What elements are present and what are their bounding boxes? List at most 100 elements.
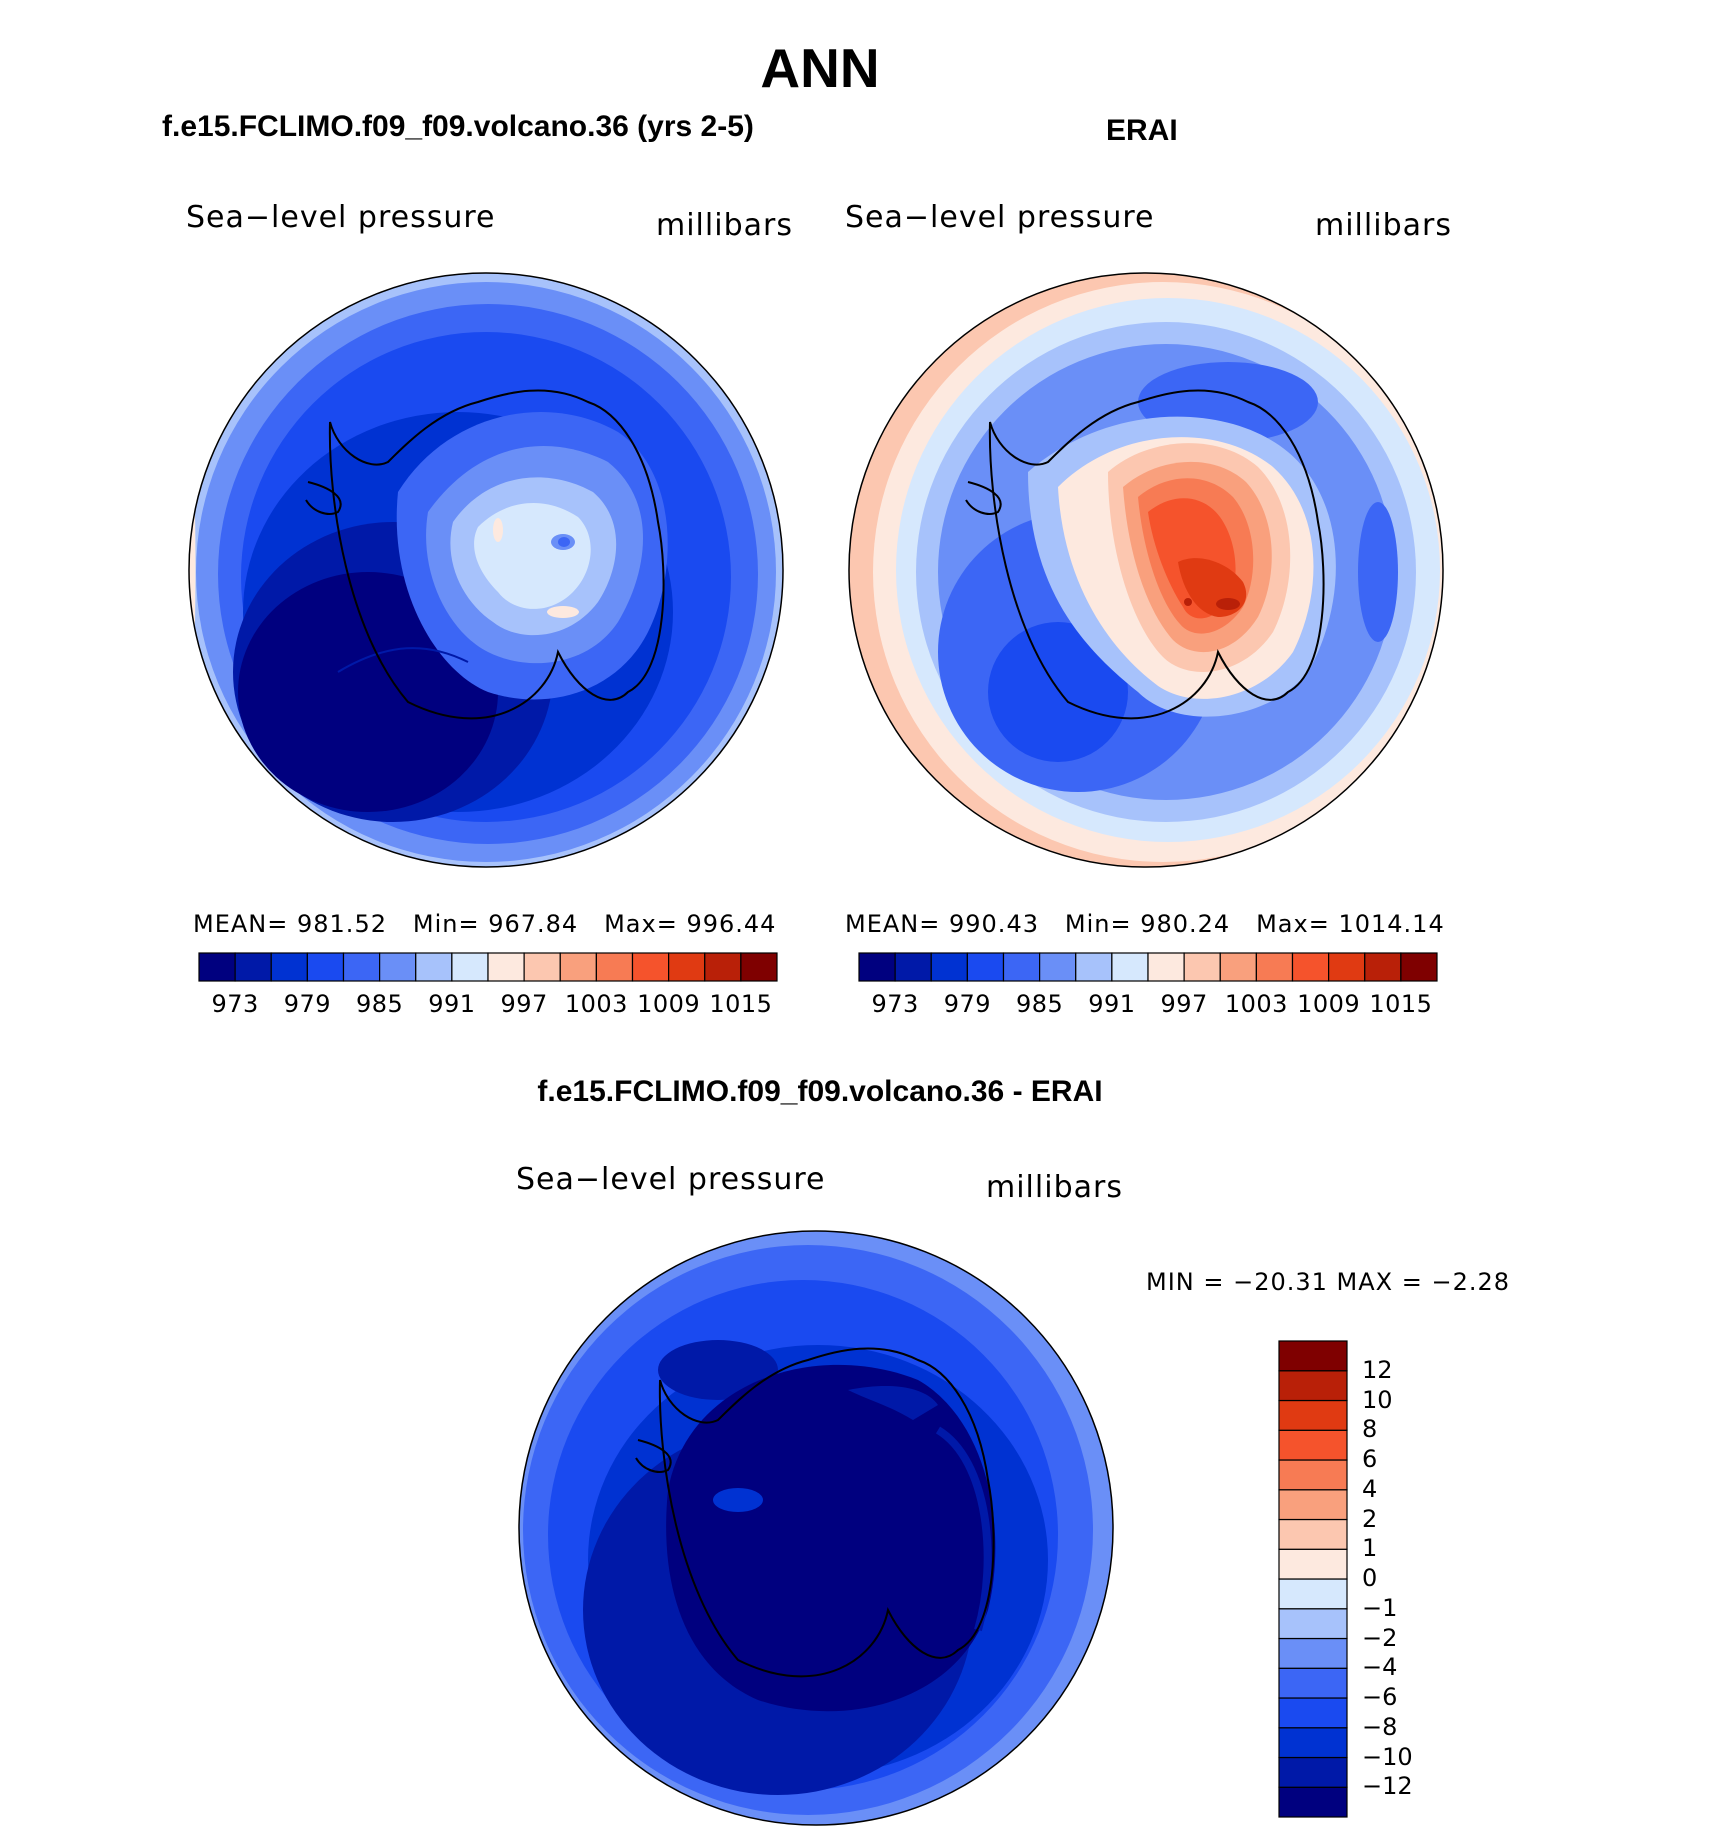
colorbar-swatch xyxy=(1278,1667,1348,1699)
colorbar-tick-label: 973 xyxy=(211,990,259,1018)
obs-mean-label: MEAN= xyxy=(845,910,941,938)
obs-max-value: 1014.14 xyxy=(1338,910,1445,938)
colorbar-tick-label: 1003 xyxy=(1224,990,1288,1018)
model-variable-label: Sea−level pressure xyxy=(186,200,496,235)
colorbar-tick-label: −2 xyxy=(1362,1623,1398,1652)
model-stats: MEAN= 981.52 Min= 967.84 Max= 996.44 xyxy=(193,910,776,938)
model-min-value: 967.84 xyxy=(488,910,579,938)
colorbar-swatch xyxy=(704,952,742,982)
colorbar-tick-label: 997 xyxy=(500,990,548,1018)
diff-minmax-stats: MIN = −20.31 MAX = −2.28 xyxy=(1146,1268,1511,1296)
colorbar-tick-label: 1 xyxy=(1362,1534,1378,1563)
colorbar-tick-label: 4 xyxy=(1362,1474,1378,1503)
colorbar-swatch xyxy=(1147,952,1185,982)
colorbar-tick-label: 985 xyxy=(355,990,404,1018)
colorbar-tick-label: 0 xyxy=(1362,1564,1378,1592)
model-panel-heading: f.e15.FCLIMO.f09_f09.volcano.36 (yrs 2-5… xyxy=(162,110,754,143)
colorbar-swatch xyxy=(966,952,1005,982)
colorbar-swatch xyxy=(1111,952,1149,982)
colorbar-tick-label: 2 xyxy=(1362,1504,1378,1533)
obs-min-value: 980.24 xyxy=(1140,910,1231,938)
colorbar-tick-label: −8 xyxy=(1362,1712,1398,1741)
obs-max-label: Max= xyxy=(1256,910,1330,938)
colorbar-swatch xyxy=(858,952,896,982)
colorbar-tick-label: 12 xyxy=(1362,1355,1393,1384)
colorbar-swatch xyxy=(1278,1608,1348,1640)
colorbar-swatch xyxy=(631,952,670,982)
colorbar-tick-label: 991 xyxy=(428,990,476,1018)
colorbar-swatch xyxy=(1400,952,1438,982)
colorbar-swatch xyxy=(894,952,932,982)
colorbar-tick-label: 979 xyxy=(283,990,332,1018)
colorbar-swatch xyxy=(1278,1489,1348,1521)
colorbar-tick-label: 1009 xyxy=(637,990,701,1018)
colorbar-swatch xyxy=(198,952,236,982)
colorbar-tick-label: 1015 xyxy=(709,990,773,1018)
colorbar-swatch xyxy=(1278,1697,1348,1729)
main-title: ANN xyxy=(760,37,880,99)
diff-panel-heading: f.e15.FCLIMO.f09_f09.volcano.36 - ERAI xyxy=(537,1075,1103,1108)
colorbar-tick-label: 979 xyxy=(943,990,992,1018)
colorbar-swatch xyxy=(1002,952,1041,982)
colorbar-swatch xyxy=(1278,1518,1348,1550)
colorbar-swatch xyxy=(595,952,634,982)
colorbar-swatch xyxy=(379,952,417,982)
colorbar-swatch xyxy=(1364,952,1402,982)
colorbar-tick-label: 985 xyxy=(1015,990,1064,1018)
obs-stats: MEAN= 990.43 Min= 980.24 Max= 1014.14 xyxy=(845,910,1445,938)
model-mean-value: 981.52 xyxy=(297,910,387,938)
obs-units-label: millibars xyxy=(1315,208,1452,243)
colorbar-tick-label: 10 xyxy=(1362,1385,1393,1414)
colorbar-tick-label: 1003 xyxy=(564,990,628,1018)
colorbar-swatch xyxy=(668,952,706,982)
colorbar-swatch xyxy=(451,952,489,982)
colorbar-tick-label: 1009 xyxy=(1297,990,1361,1018)
colorbar-tick-label: 1015 xyxy=(1369,990,1433,1018)
colorbar-tick-label: 973 xyxy=(871,990,919,1018)
model-mean-label: MEAN= xyxy=(193,910,289,938)
model-units-label: millibars xyxy=(656,208,793,243)
colorbar-tick-label: −12 xyxy=(1362,1772,1413,1801)
colorbar-swatch xyxy=(1328,952,1366,982)
colorbar-tick-label: −6 xyxy=(1362,1683,1398,1711)
colorbar-swatch xyxy=(306,952,345,982)
colorbar-swatch xyxy=(487,952,525,982)
colorbar-swatch xyxy=(1278,1429,1348,1461)
obs-polar-map xyxy=(848,272,1444,868)
colorbar-swatch xyxy=(1278,1578,1348,1610)
colorbar-swatch xyxy=(415,952,453,982)
colorbar-swatch xyxy=(1278,1459,1348,1491)
obs-mean-value: 990.43 xyxy=(949,910,1039,938)
colorbar-tick-label: −1 xyxy=(1362,1593,1398,1622)
colorbar-swatch xyxy=(1278,1548,1348,1580)
colorbar-swatch xyxy=(1183,952,1221,982)
colorbar-swatch xyxy=(1278,1727,1348,1759)
colorbar-swatch xyxy=(1278,1340,1348,1372)
diff-polar-map xyxy=(518,1230,1114,1826)
colorbar-tick-label: 6 xyxy=(1362,1445,1378,1473)
colorbar-swatch xyxy=(930,952,968,982)
colorbar-swatch xyxy=(1291,952,1330,982)
colorbar-swatch xyxy=(1278,1399,1348,1431)
colorbar-swatch xyxy=(740,952,778,982)
colorbar-swatch xyxy=(1278,1786,1348,1818)
colorbar-swatch xyxy=(1075,952,1113,982)
colorbar-swatch xyxy=(342,952,381,982)
model-polar-map xyxy=(188,272,784,868)
colorbar-swatch xyxy=(234,952,272,982)
colorbar-swatch xyxy=(1255,952,1294,982)
obs-panel-heading: ERAI xyxy=(1106,114,1178,147)
colorbar-tick-label: 997 xyxy=(1160,990,1208,1018)
colorbar-swatch xyxy=(1219,952,1257,982)
diff-units-label: millibars xyxy=(986,1170,1123,1205)
colorbar-tick-label: 8 xyxy=(1362,1415,1378,1444)
colorbar-swatch xyxy=(559,952,597,982)
colorbar-swatch xyxy=(1278,1370,1348,1402)
colorbar-swatch xyxy=(1278,1756,1348,1788)
obs-variable-label: Sea−level pressure xyxy=(845,200,1155,235)
diff-variable-label: Sea−level pressure xyxy=(516,1162,826,1197)
model-min-label: Min= xyxy=(412,910,480,938)
colorbar-tick-label: 991 xyxy=(1088,990,1136,1018)
colorbar-swatch xyxy=(523,952,561,982)
model-max-label: Max= xyxy=(604,910,678,938)
